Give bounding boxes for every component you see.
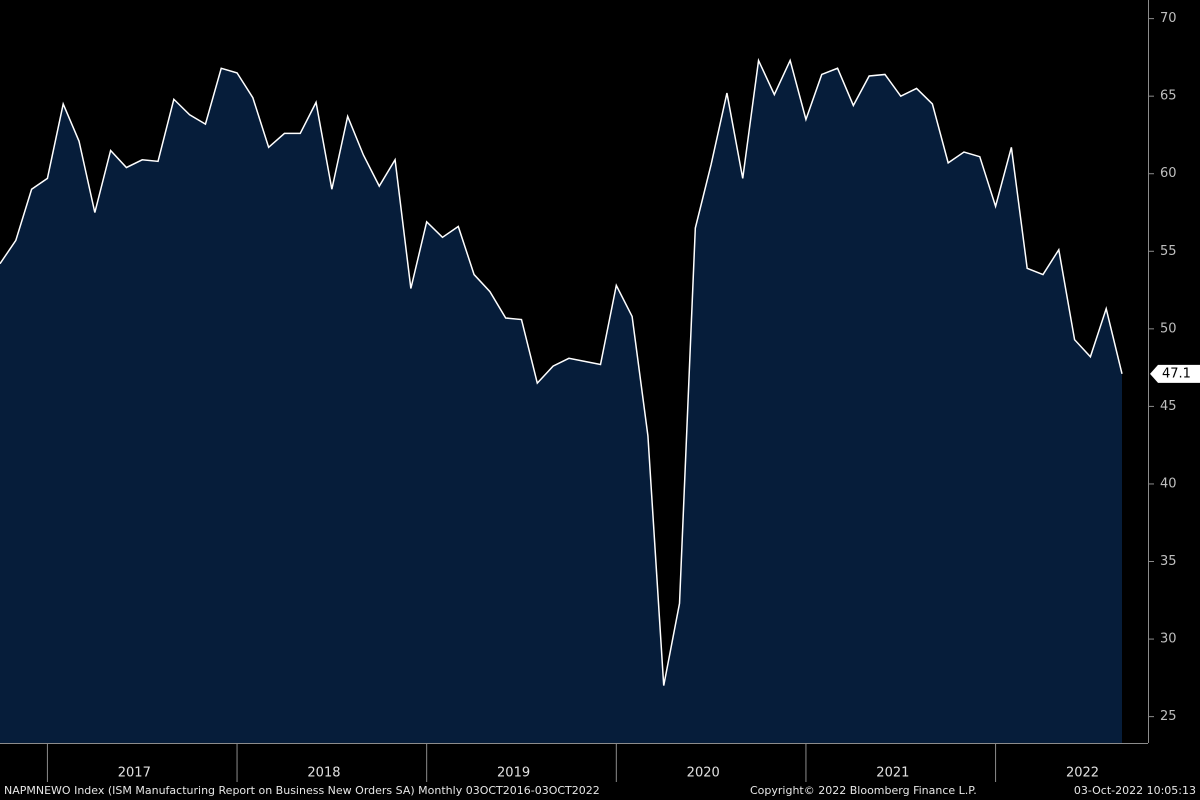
y-tick-label: 65 bbox=[1160, 89, 1177, 104]
y-tick-label: 25 bbox=[1160, 709, 1177, 724]
y-tick-label: 35 bbox=[1160, 554, 1177, 569]
series-line bbox=[0, 57, 1123, 686]
x-tick-label: 2021 bbox=[876, 766, 909, 781]
y-tick-label: 60 bbox=[1160, 166, 1177, 181]
x-tick-label: 2019 bbox=[497, 766, 530, 781]
y-tick-label: 30 bbox=[1160, 632, 1177, 647]
y-tick-label: 40 bbox=[1160, 476, 1177, 491]
y-tick-label: 50 bbox=[1160, 321, 1177, 336]
x-tick-label: 2018 bbox=[307, 766, 340, 781]
x-tick-label: 2022 bbox=[1066, 766, 1099, 781]
x-tick-label: 2020 bbox=[687, 766, 720, 781]
x-tick-label: 2017 bbox=[118, 766, 151, 781]
timestamp: 03-Oct-2022 10:05:13 bbox=[1074, 784, 1196, 797]
y-tick-label: 70 bbox=[1160, 11, 1177, 26]
y-tick-label: 45 bbox=[1160, 399, 1177, 414]
value-label: 47.1 bbox=[1162, 366, 1191, 381]
value-flag bbox=[1150, 364, 1200, 383]
y-tick-label: 55 bbox=[1160, 244, 1177, 259]
area-fill bbox=[0, 60, 1122, 744]
source-note: NAPMNEWO Index (ISM Manufacturing Report… bbox=[4, 784, 600, 797]
copyright: Copyright© 2022 Bloomberg Finance L.P. bbox=[750, 784, 977, 797]
